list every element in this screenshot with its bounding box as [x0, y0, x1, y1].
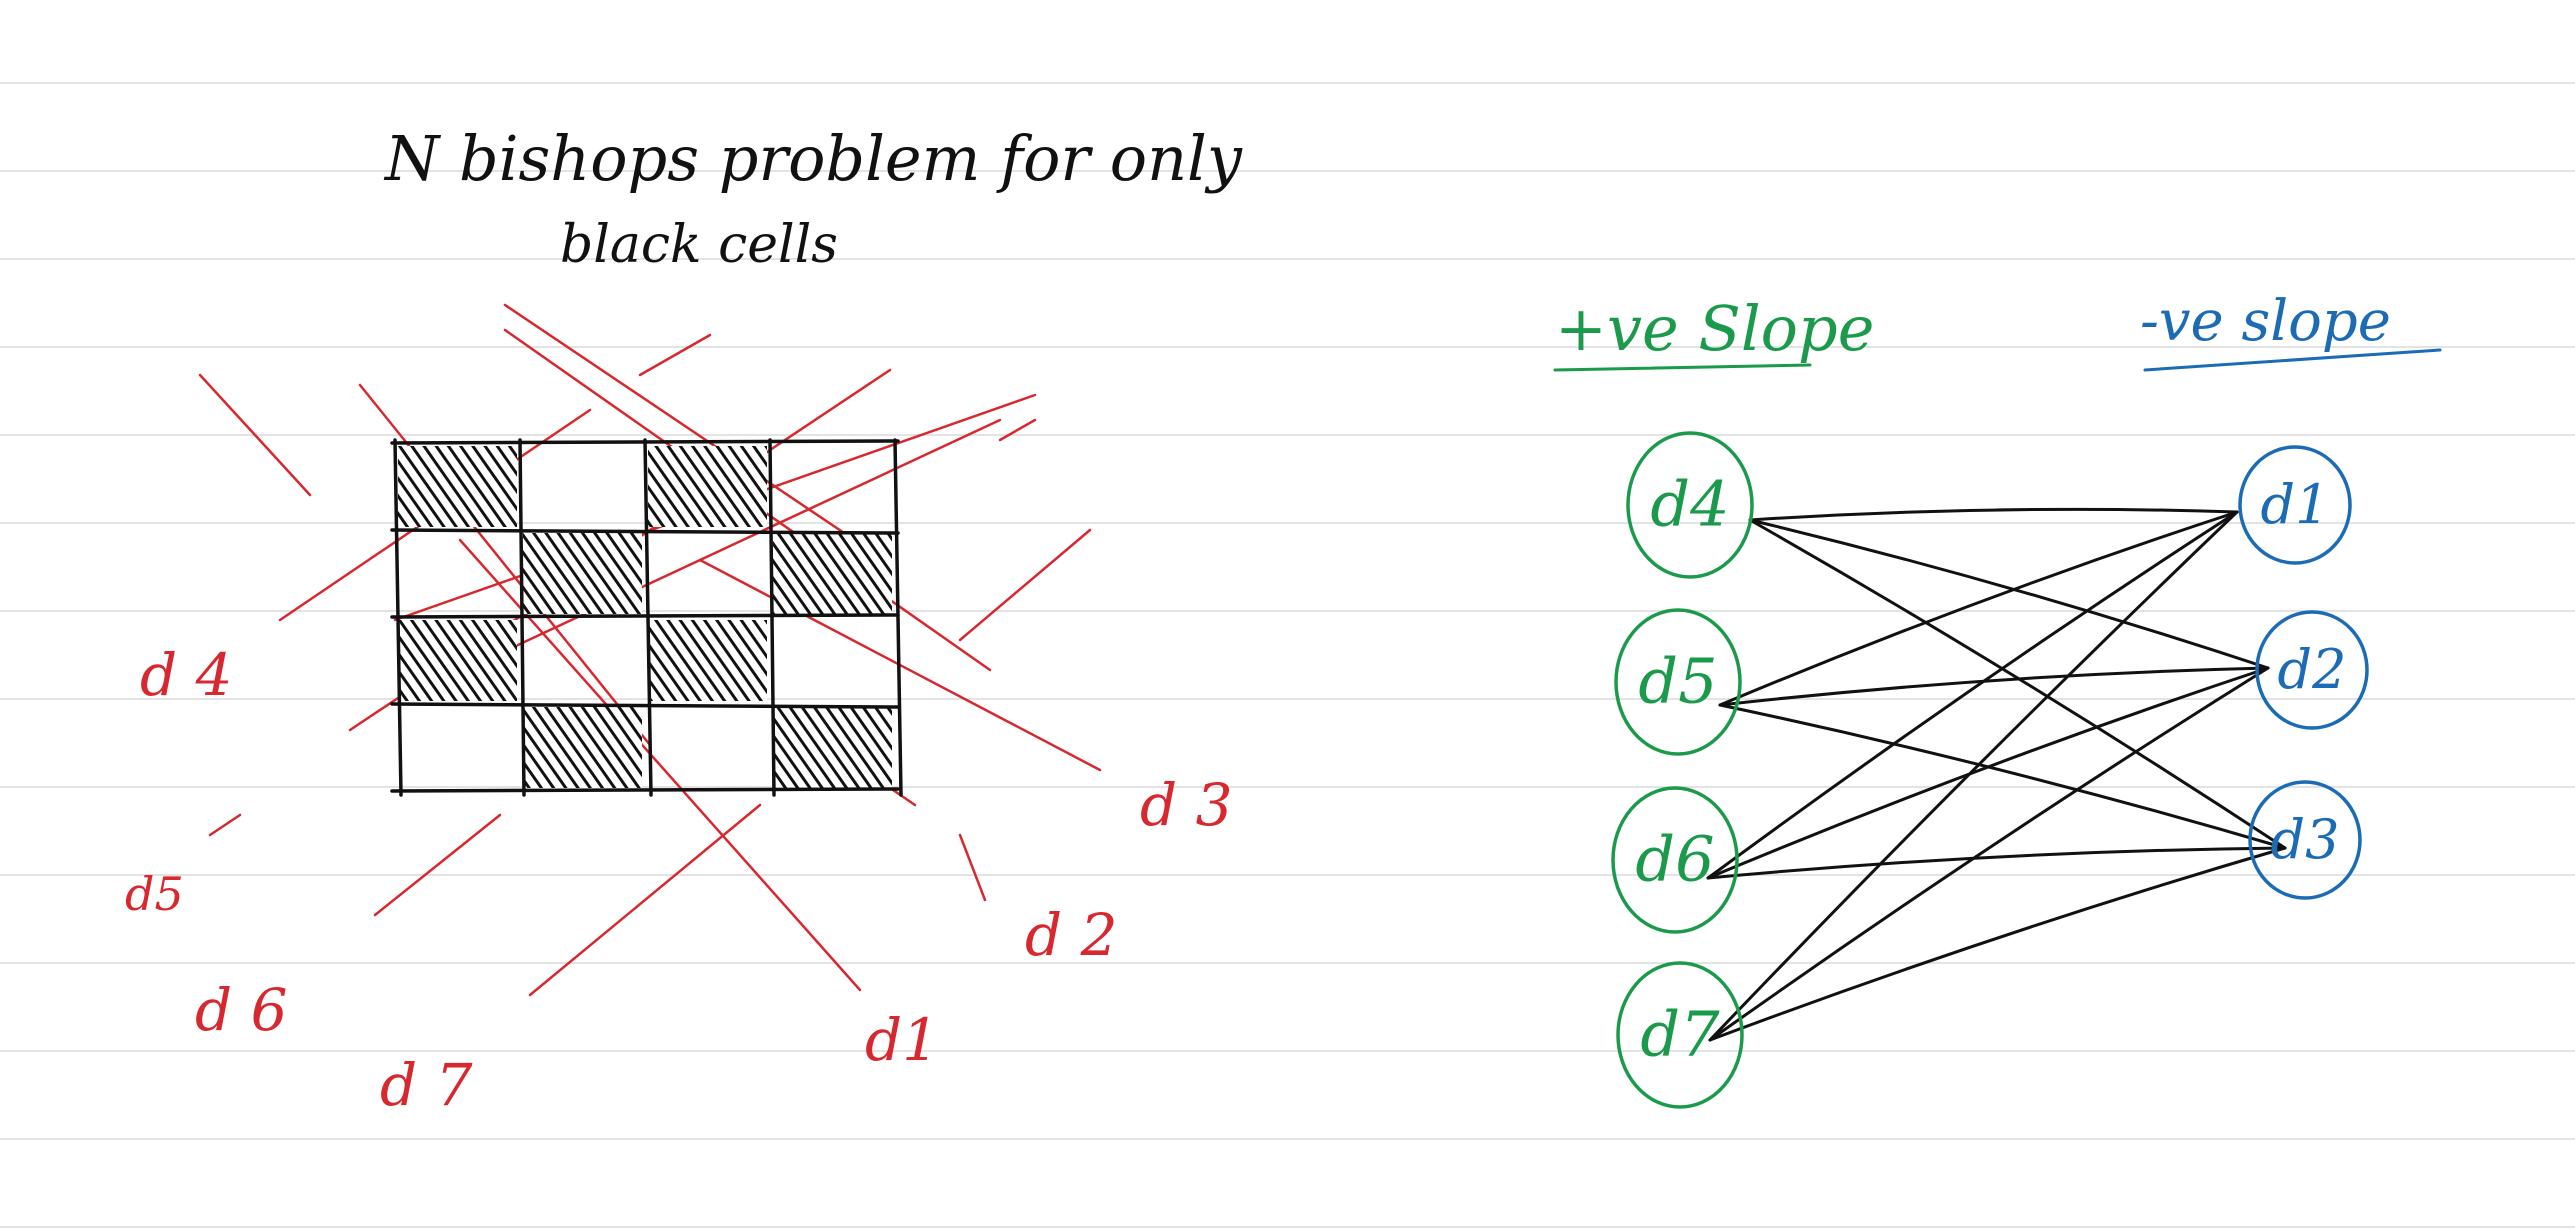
board-row-line: [390, 702, 900, 709]
board-col-line: [393, 438, 403, 797]
graph-edge-d7-d3: [1708, 846, 2287, 1042]
diagonal-line: [528, 803, 762, 997]
graph-edge-d5-d1: [1718, 510, 2239, 707]
node-d6: d6: [1611, 786, 1739, 934]
diagonal-line: [958, 528, 1092, 642]
graph-edge-d6-d2: [1706, 666, 2270, 880]
diagonal-labels: d 4 d5 d 6 d 7 d 3 d 2 d1: [125, 641, 1232, 1119]
graph-nodes: d4 d5 d6 d7 d1 d2 d3: [1611, 431, 2369, 1109]
diagonal-line: [358, 383, 652, 747]
diagonal-label-d5: d5: [125, 867, 184, 921]
node-circle: [1614, 608, 1742, 756]
chessboard: [390, 438, 903, 797]
diagonal-line: [198, 373, 312, 497]
diagonal-line: [503, 303, 864, 547]
node-circle: [2238, 445, 2352, 565]
board-row-line: [390, 787, 900, 793]
positive-slope-underline: [1553, 363, 1812, 372]
black-cell: [523, 707, 642, 788]
node-label: d4: [1650, 467, 1729, 540]
black-cell: [773, 533, 892, 614]
node-label: d1: [2261, 473, 2330, 536]
diagonal-label-d4: d 4: [140, 641, 232, 709]
node-label: d7: [1640, 997, 1720, 1070]
black-cell: [773, 707, 892, 788]
graph-edge-d5-d3: [1718, 703, 2287, 850]
board-row-line: [390, 613, 900, 619]
diagonal-label-d6: d 6: [195, 976, 287, 1044]
node-circle: [2248, 780, 2362, 900]
board-col-line: [643, 438, 653, 797]
title-line-2: black cells: [560, 215, 838, 275]
node-d2: d2: [2255, 610, 2369, 730]
black-cell: [398, 620, 517, 701]
node-d3: d3: [2248, 780, 2362, 900]
black-cell: [523, 533, 642, 614]
node-circle: [1611, 786, 1739, 934]
node-circle: [2255, 610, 2369, 730]
black-cell: [648, 446, 767, 527]
node-d5: d5: [1614, 608, 1742, 756]
graph-edge-d6-d1: [1706, 510, 2239, 880]
graph-edge-d6-d3: [1706, 846, 2287, 880]
graph-edge-d4-d3: [1748, 518, 2287, 850]
diagonal-line: [638, 333, 712, 377]
negative-slope-header: -ve slope: [2140, 289, 2391, 354]
diagonal-line: [998, 418, 1037, 442]
node-label: d5: [1638, 644, 1717, 717]
black-cell: [398, 446, 517, 527]
black-cell: [648, 620, 767, 701]
node-d7: d7: [1616, 961, 1744, 1109]
diagonal-label-d3: d 3: [1140, 771, 1232, 839]
board-col-line: [518, 438, 526, 797]
title-line-1: N bishops problem for only: [383, 122, 1243, 195]
graph-edge-d4-d2: [1748, 518, 2270, 670]
negative-slope-underline: [2143, 348, 2442, 372]
diagonal-label-d7: d 7: [380, 1051, 473, 1119]
graph-edges: [1706, 507, 2287, 1042]
board-col-line: [768, 438, 776, 797]
diagonal-label-d1: d1: [865, 1006, 939, 1074]
graph-edge-d7-d2: [1708, 666, 2270, 1042]
node-circle: [1626, 431, 1754, 579]
board-col-line: [893, 438, 903, 797]
graph-edge-d7-d1: [1708, 510, 2239, 1042]
node-circle: [1616, 961, 1744, 1109]
node-d1: d1: [2238, 445, 2352, 565]
node-label: d3: [2271, 808, 2340, 871]
diagonal-line: [958, 833, 987, 902]
node-label: d2: [2278, 638, 2347, 701]
positive-slope-header: +ve Slope: [1555, 292, 1874, 365]
diagonal-line: [373, 813, 502, 917]
diagonal-line: [208, 813, 242, 837]
graph-edge-d5-d2: [1718, 666, 2270, 707]
node-label: d6: [1635, 822, 1714, 895]
diagonal-label-d2: d 2: [1025, 901, 1117, 969]
graph-edge-d4-d1: [1748, 507, 2239, 522]
graph-headers: +ve Slope -ve slope: [1553, 289, 2442, 372]
title: N bishops problem for only black cells: [383, 122, 1243, 275]
node-d4: d4: [1626, 431, 1754, 579]
